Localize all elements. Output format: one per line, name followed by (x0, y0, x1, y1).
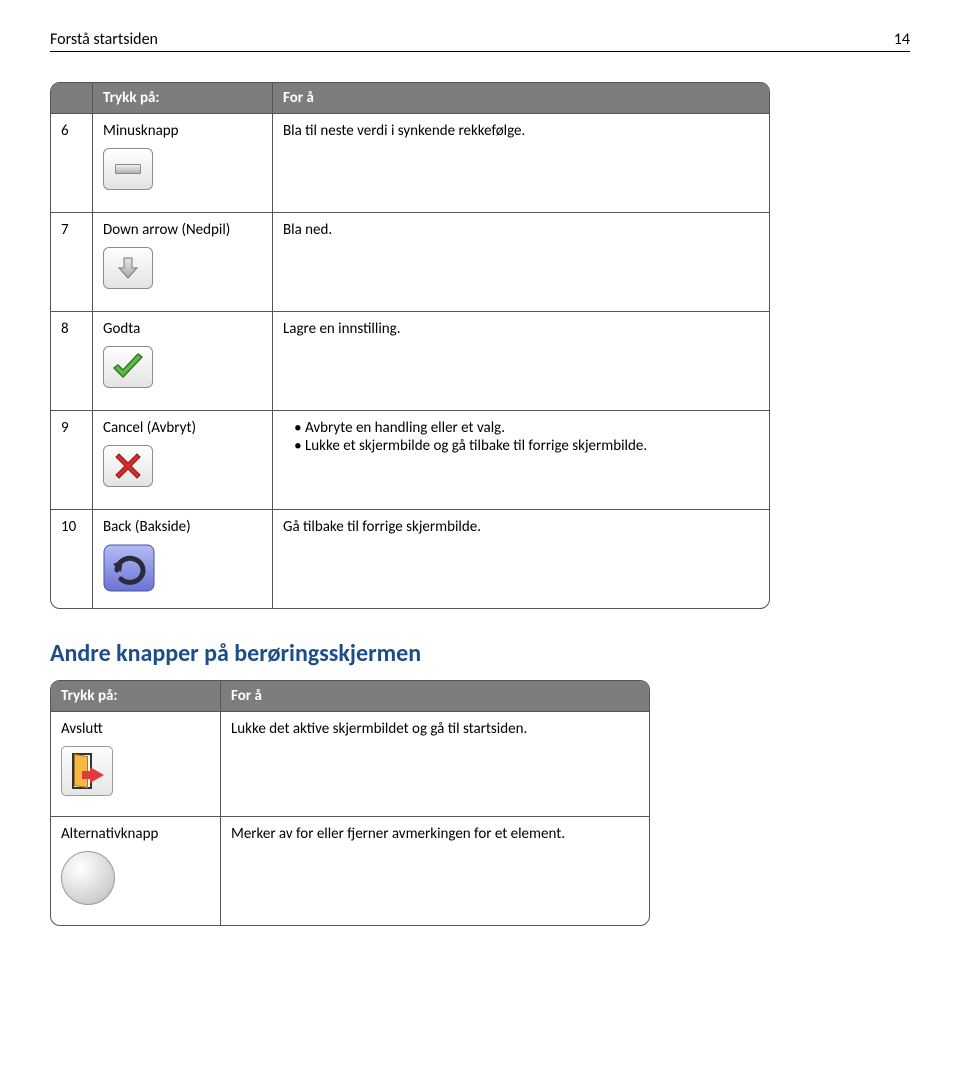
exit-icon (61, 746, 113, 796)
row-key: Down arrow (Nedpil) (93, 212, 273, 311)
row-num: 6 (51, 113, 93, 212)
shortcuts-table: Trykk på: For å 6 Minusknapp Bla til nes… (50, 82, 770, 609)
row-action: Avbryte en handling eller et valg. Lukke… (273, 410, 769, 509)
row-num: 9 (51, 410, 93, 509)
col-action: For å (273, 83, 769, 113)
row-action: Bla ned. (273, 212, 769, 311)
col-blank (51, 83, 93, 113)
table-row: 10 Back (Bakside) Gå tilbake til forrige… (51, 509, 769, 608)
key-label: Down arrow (Nedpil) (103, 221, 230, 239)
page-number: 14 (894, 30, 910, 49)
key-label: Back (Bakside) (103, 518, 191, 536)
table-row: 7 Down arrow (Nedpil) Bla ned. (51, 212, 769, 311)
row-key: Alternativknapp (51, 816, 221, 925)
down-arrow-icon (103, 247, 153, 289)
check-icon (103, 346, 153, 388)
row-key: Avslutt (51, 711, 221, 816)
row-key: Godta (93, 311, 273, 410)
minus-icon (103, 148, 153, 190)
col-action: For å (221, 681, 649, 711)
row-num: 7 (51, 212, 93, 311)
table-row: Alternativknapp Merker av for eller fjer… (51, 816, 649, 925)
row-action: Gå tilbake til forrige skjermbilde. (273, 509, 769, 608)
row-action: Lukke det aktive skjermbildet og gå til … (221, 711, 649, 816)
bullet: Lukke et skjermbilde og gå tilbake til f… (305, 437, 759, 455)
table-row: 8 Godta Lagre en innstilling. (51, 311, 769, 410)
row-action: Bla til neste verdi i synkende rekkefølg… (273, 113, 769, 212)
row-key: Cancel (Avbryt) (93, 410, 273, 509)
key-label: Avslutt (61, 720, 103, 738)
row-num: 10 (51, 509, 93, 608)
key-label: Alternativknapp (61, 825, 158, 843)
row-key: Back (Bakside) (93, 509, 273, 608)
col-key: Trykk på: (51, 681, 221, 711)
page-title: Forstå startsiden (50, 30, 158, 49)
cancel-icon (103, 445, 153, 487)
col-key: Trykk på: (93, 83, 273, 113)
table-row: 9 Cancel (Avbryt) Avbryte en handling el… (51, 410, 769, 509)
page-header: Forstå startsiden 14 (50, 30, 910, 52)
table-row: 6 Minusknapp Bla til neste verdi i synke… (51, 113, 769, 212)
key-label: Minusknapp (103, 122, 179, 140)
table-row: Avslutt Lukke det aktive skjermbildet og… (51, 711, 649, 816)
back-icon (103, 544, 155, 592)
radio-icon (61, 851, 115, 905)
other-buttons-table: Trykk på: For å Avslutt Lukke det aktive… (50, 680, 650, 926)
bullet: Avbryte en handling eller et valg. (305, 419, 759, 437)
row-action: Merker av for eller fjerner avmerkingen … (221, 816, 649, 925)
key-label: Cancel (Avbryt) (103, 419, 196, 437)
section-heading: Andre knapper på berøringsskjermen (50, 639, 910, 668)
key-label: Godta (103, 320, 140, 338)
row-action: Lagre en innstilling. (273, 311, 769, 410)
row-key: Minusknapp (93, 113, 273, 212)
row-num: 8 (51, 311, 93, 410)
